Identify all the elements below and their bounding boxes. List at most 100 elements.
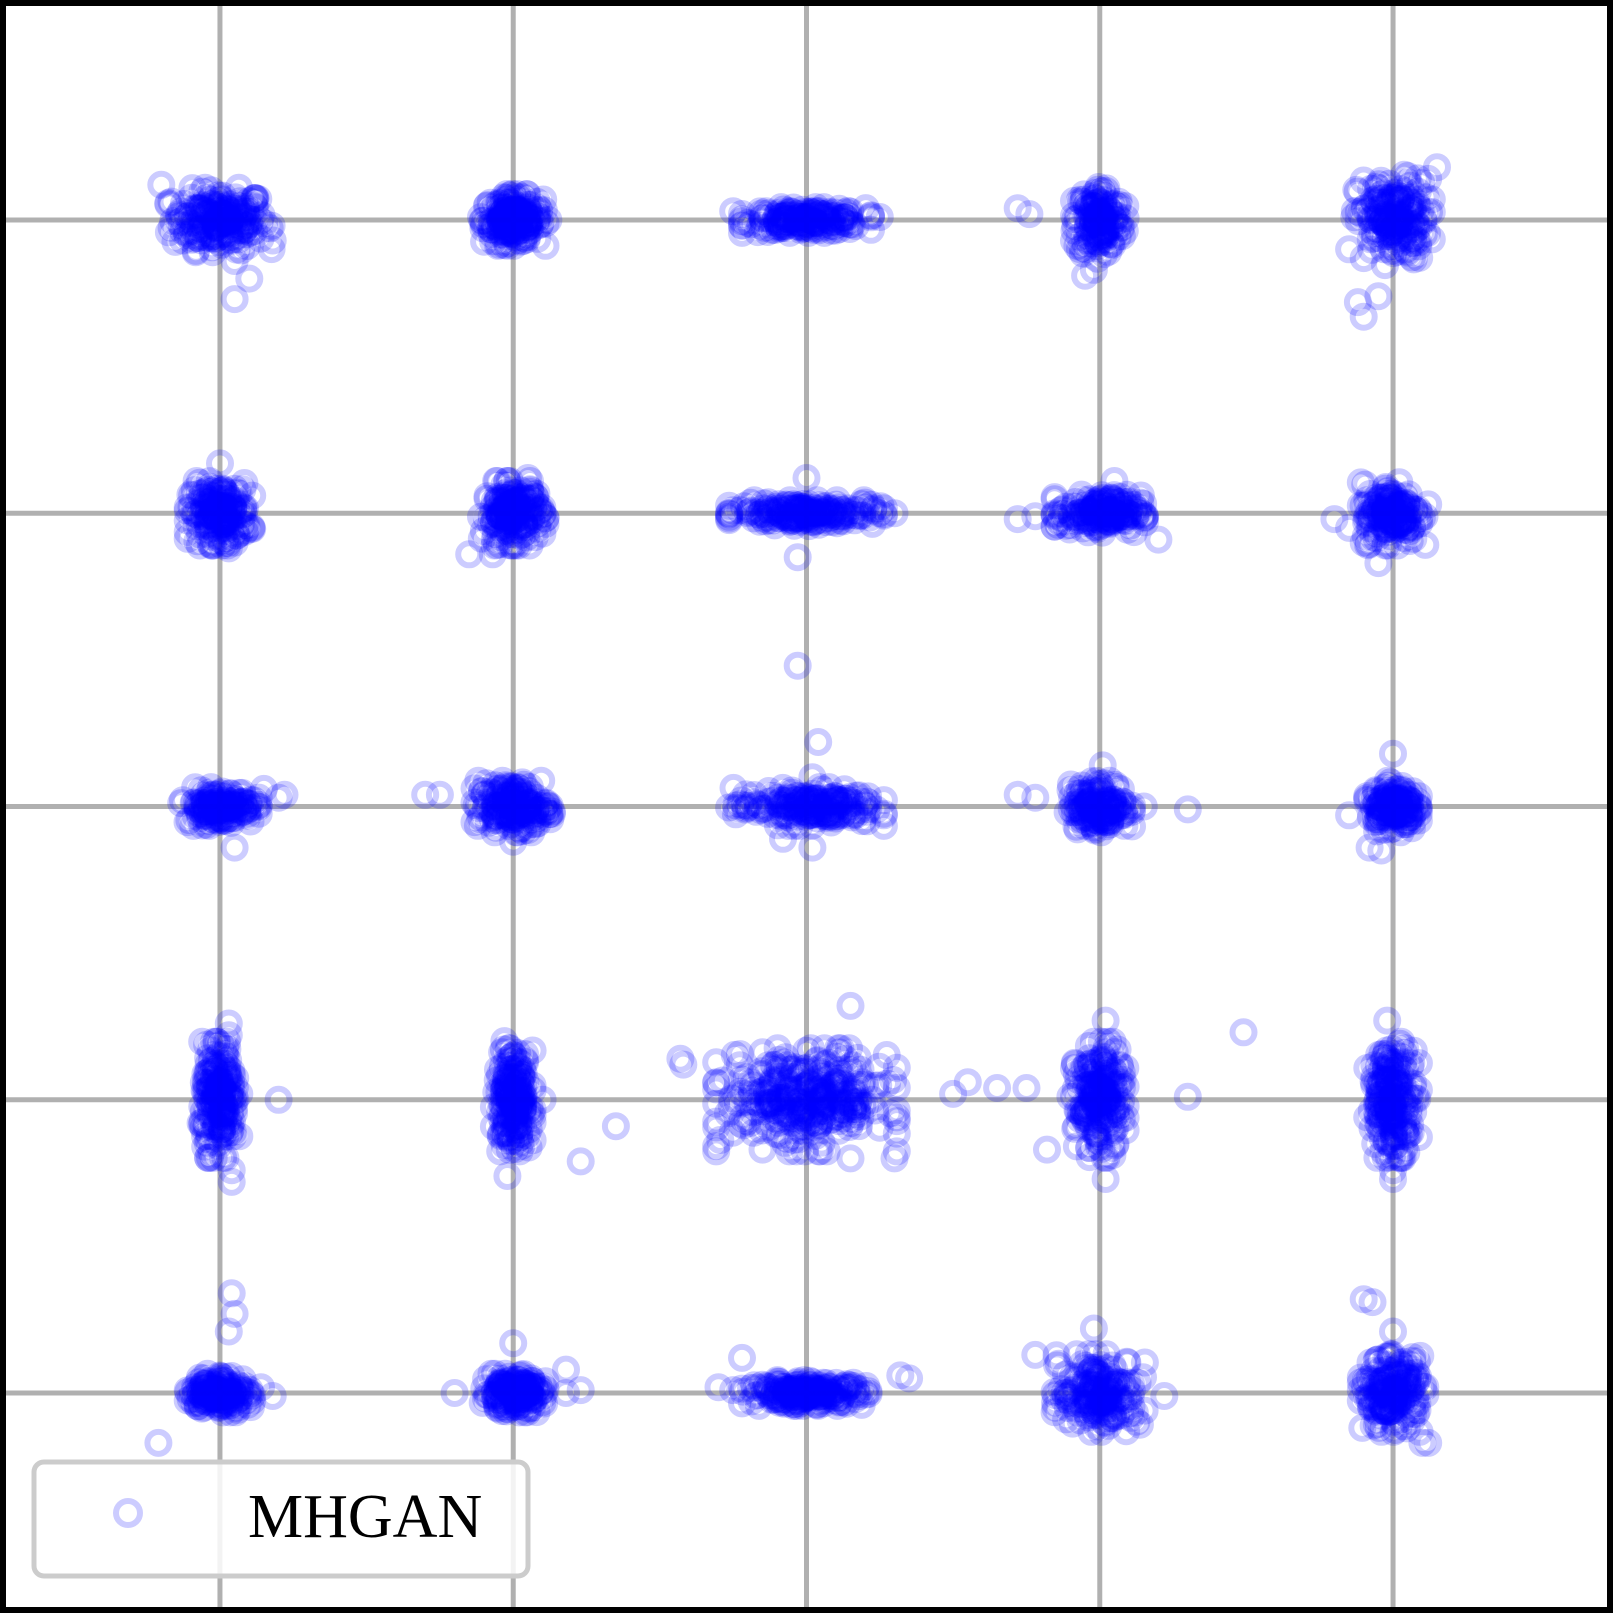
scatter-point [1078, 205, 1107, 234]
scatter-point [1363, 196, 1392, 225]
scatter-point [212, 202, 241, 230]
scatter-point [1370, 205, 1399, 234]
scatter-point [503, 191, 531, 220]
scatter-point [509, 226, 538, 255]
scatter-point [1401, 208, 1429, 237]
scatter-point [760, 208, 789, 237]
scatter-point [1072, 191, 1101, 219]
scatter-point [189, 192, 218, 221]
scatter-point [492, 203, 520, 232]
scatter-point [515, 208, 544, 237]
scatter-point [505, 204, 534, 233]
scatter-point [486, 206, 515, 234]
scatter-point [821, 204, 850, 233]
scatter-point [1357, 206, 1386, 234]
scatter-point [497, 219, 525, 248]
scatter-point [1391, 177, 1420, 206]
scatter-point [503, 183, 532, 211]
scatter-point [799, 215, 828, 244]
scatter-point [1089, 227, 1118, 256]
scatter-point [1364, 170, 1393, 199]
scatter-point [799, 199, 828, 228]
scatter-point [490, 200, 519, 228]
scatter-point [518, 208, 547, 237]
scatter-point [772, 201, 801, 230]
scatter-point [224, 192, 253, 221]
scatter-point [181, 238, 210, 267]
scatter-point [1085, 222, 1114, 251]
scatter-point [821, 216, 850, 245]
scatter-point [1073, 221, 1102, 250]
scatter-point [1089, 216, 1118, 245]
scatter-point [508, 183, 537, 212]
scatter-point [765, 214, 793, 243]
scatter-point [220, 198, 249, 227]
scatter-point [1066, 185, 1094, 214]
scatter-point [834, 196, 862, 225]
scatter-point [201, 196, 230, 225]
scatter-point [1399, 245, 1428, 274]
scatter-point [1090, 217, 1119, 246]
scatter-point [829, 203, 857, 232]
scatter-point [229, 217, 258, 245]
scatter-point [801, 208, 830, 237]
scatter-point [493, 222, 522, 251]
scatter-point [1368, 208, 1397, 236]
scatter-point [1076, 229, 1105, 258]
scatter-point [771, 211, 799, 240]
scatter-point [800, 208, 829, 237]
scatter-point [502, 210, 531, 239]
scatter-point [190, 197, 219, 226]
scatter-point [766, 202, 795, 231]
scatter-point [232, 197, 261, 226]
scatter-point [506, 207, 535, 236]
scatter-point [190, 200, 218, 229]
scatter-point [1086, 188, 1115, 217]
scatter-point [1407, 169, 1436, 198]
scatter-point [767, 193, 796, 222]
scatter-point [797, 205, 826, 234]
scatter-point [493, 216, 522, 245]
scatter-point [181, 218, 210, 246]
scatter-point [500, 220, 529, 249]
scatter-point [1380, 212, 1409, 241]
scatter-point [771, 205, 800, 234]
scatter-point [1393, 212, 1422, 241]
scatter-point [496, 203, 525, 232]
scatter-point [1073, 212, 1102, 241]
scatter-point [184, 223, 213, 252]
scatter-point [1380, 178, 1409, 207]
scatter-point [779, 193, 808, 222]
scatter-point [211, 200, 240, 229]
scatter-point [1383, 190, 1412, 219]
scatter-point [1417, 198, 1446, 226]
scatter-point [1390, 208, 1419, 237]
scatter-point [1385, 207, 1414, 236]
scatter-point [798, 198, 827, 227]
scatter-point [1377, 219, 1406, 248]
scatter-point [1101, 201, 1130, 230]
scatter-point [1092, 215, 1121, 244]
scatter-point [188, 209, 217, 238]
scatter-point [1377, 183, 1406, 212]
scatter-point [774, 208, 803, 237]
scatter-point [486, 207, 515, 235]
scatter-point [1384, 223, 1413, 252]
scatter-point [213, 194, 241, 223]
scatter-point [804, 197, 833, 226]
scatter-point [773, 200, 802, 229]
scatter-point [497, 204, 526, 233]
scatter-point [229, 203, 258, 232]
scatter-point [512, 213, 541, 242]
scatter-point [1399, 217, 1428, 246]
scatter-point [529, 185, 558, 214]
scatter-point [496, 188, 525, 217]
scatter-point [1377, 232, 1406, 261]
scatter-point [192, 223, 220, 252]
scatter-point [785, 208, 813, 237]
scatter-point [785, 203, 814, 231]
scatter-point [235, 210, 264, 239]
scatter-point [180, 194, 209, 223]
scatter-point [487, 197, 516, 225]
